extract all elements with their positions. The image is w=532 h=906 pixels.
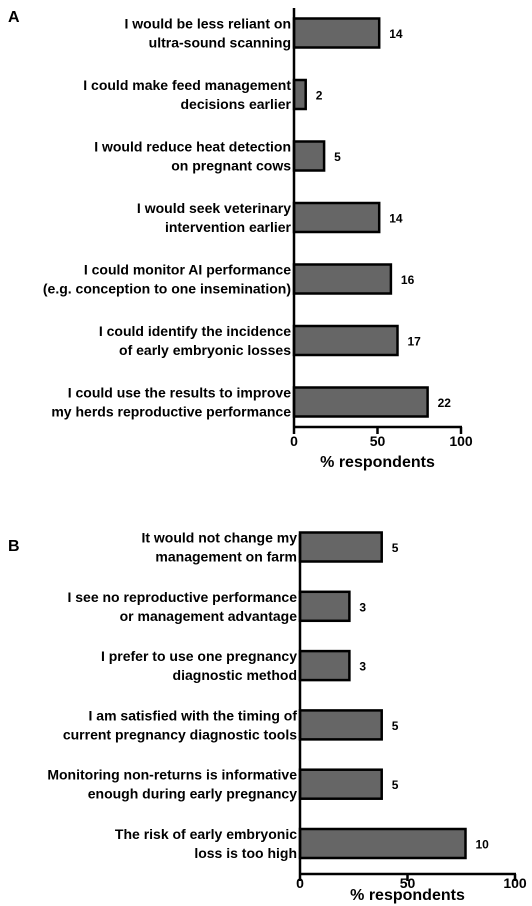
bar — [292, 324, 399, 357]
x-axis-title: % respondents — [350, 887, 465, 904]
bar — [292, 386, 429, 418]
x-tick-label: 50 — [400, 875, 416, 891]
bar — [292, 17, 381, 49]
category-label: I prefer to use one pregnancy diagnostic … — [101, 648, 297, 683]
category-label: I could identify the incidence of early e… — [99, 323, 291, 358]
data-label: 5 — [392, 541, 399, 555]
data-label: 5 — [392, 778, 399, 792]
data-label: 2 — [316, 89, 323, 103]
category-label: I am satisfied with the timing of current… — [63, 707, 297, 742]
x-tick-label: 100 — [449, 433, 473, 449]
category-label: I could make feed management decisions ea… — [83, 77, 291, 112]
bar — [292, 78, 307, 111]
category-label: I would reduce heat detection on pregnant… — [94, 139, 291, 174]
bar — [298, 709, 383, 741]
bar — [292, 201, 381, 234]
x-axis-title: % respondents — [320, 454, 435, 471]
category-label: I would seek veterinary intervention earl… — [137, 200, 292, 235]
panel-label: B — [8, 538, 20, 555]
bar — [298, 531, 383, 563]
bar — [292, 263, 393, 295]
bar — [292, 140, 326, 172]
x-tick-label: 50 — [370, 433, 386, 449]
category-label: The risk of early embryonic loss is too h… — [115, 826, 297, 861]
x-tick-label: 100 — [503, 875, 527, 891]
category-label: I see no reproductive performance or mana… — [67, 589, 297, 624]
data-label: 5 — [334, 150, 341, 164]
chart-panel-b: B It would not change my management on far… — [8, 530, 527, 905]
data-label: 17 — [408, 335, 422, 349]
data-label: 16 — [401, 273, 415, 287]
bar — [298, 590, 351, 623]
data-label: 5 — [392, 719, 399, 733]
data-label: 3 — [359, 600, 366, 614]
chart-panel-a: A I would be less reliant on ultra-sound s… — [8, 8, 473, 471]
bar — [298, 827, 467, 860]
data-label: 3 — [359, 660, 366, 674]
panel-label: A — [8, 9, 20, 26]
category-label: I would be less reliant on ultra-sound sc… — [125, 16, 291, 51]
x-tick-label: 0 — [290, 433, 298, 449]
data-label: 22 — [438, 396, 452, 410]
data-label: 14 — [389, 27, 403, 41]
category-label: I could use the results to improve my her… — [51, 385, 291, 420]
bar — [298, 768, 383, 800]
bar — [298, 649, 351, 682]
data-label: 14 — [389, 212, 403, 226]
category-label: It would not change my management on farm — [141, 530, 297, 565]
category-label: Monitoring non-returns is informative eno… — [47, 767, 297, 802]
data-label: 10 — [476, 838, 490, 852]
category-label: I could monitor AI performance (e.g. conc… — [43, 262, 291, 297]
x-tick-label: 0 — [296, 875, 304, 891]
